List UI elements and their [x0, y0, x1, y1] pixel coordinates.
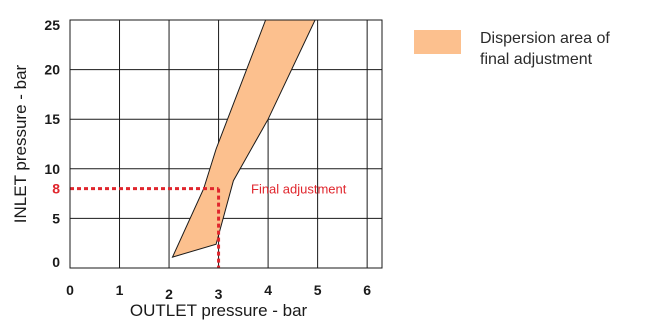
- plot-border: [69, 19, 383, 269]
- y-tick-label: 5: [52, 210, 60, 226]
- x-axis-title: OUTLET pressure - bar: [130, 301, 308, 320]
- x-tick-label: 0: [66, 282, 74, 298]
- y-tick-label: 15: [44, 111, 60, 127]
- y-tick-labels: 0 5 8 10 15 20 25: [44, 17, 60, 270]
- y-axis-title: INLET pressure - bar: [11, 64, 30, 223]
- reference-lines: [70, 187, 221, 268]
- chart-area: [171, 19, 316, 258]
- dispersion-area: [171, 19, 316, 258]
- x-tick-labels: 0 1 2 3 4 5 6: [66, 282, 371, 302]
- y-tick-label: 10: [44, 161, 60, 177]
- x-tick-label: 1: [116, 282, 124, 298]
- x-tick-label: 5: [314, 282, 322, 298]
- plot-frame: [69, 19, 383, 269]
- legend-label: Dispersion area of final adjustment: [480, 30, 610, 68]
- x-tick-label: 2: [165, 286, 173, 302]
- y-tick-label: 0: [52, 254, 60, 270]
- x-tick-label: 6: [363, 282, 371, 298]
- y-tick-label: 25: [44, 17, 60, 33]
- x-tick-label: 4: [264, 282, 272, 298]
- y-tick-label: 20: [44, 62, 60, 78]
- y-tick-label-highlight: 8: [52, 181, 60, 197]
- x-tick-label: 3: [215, 286, 223, 302]
- legend-swatch: [414, 30, 461, 54]
- final-adjustment-label: Final adjustment: [251, 182, 347, 197]
- chart-grid: [70, 20, 382, 268]
- legend: Dispersion area of final adjustment: [414, 28, 639, 78]
